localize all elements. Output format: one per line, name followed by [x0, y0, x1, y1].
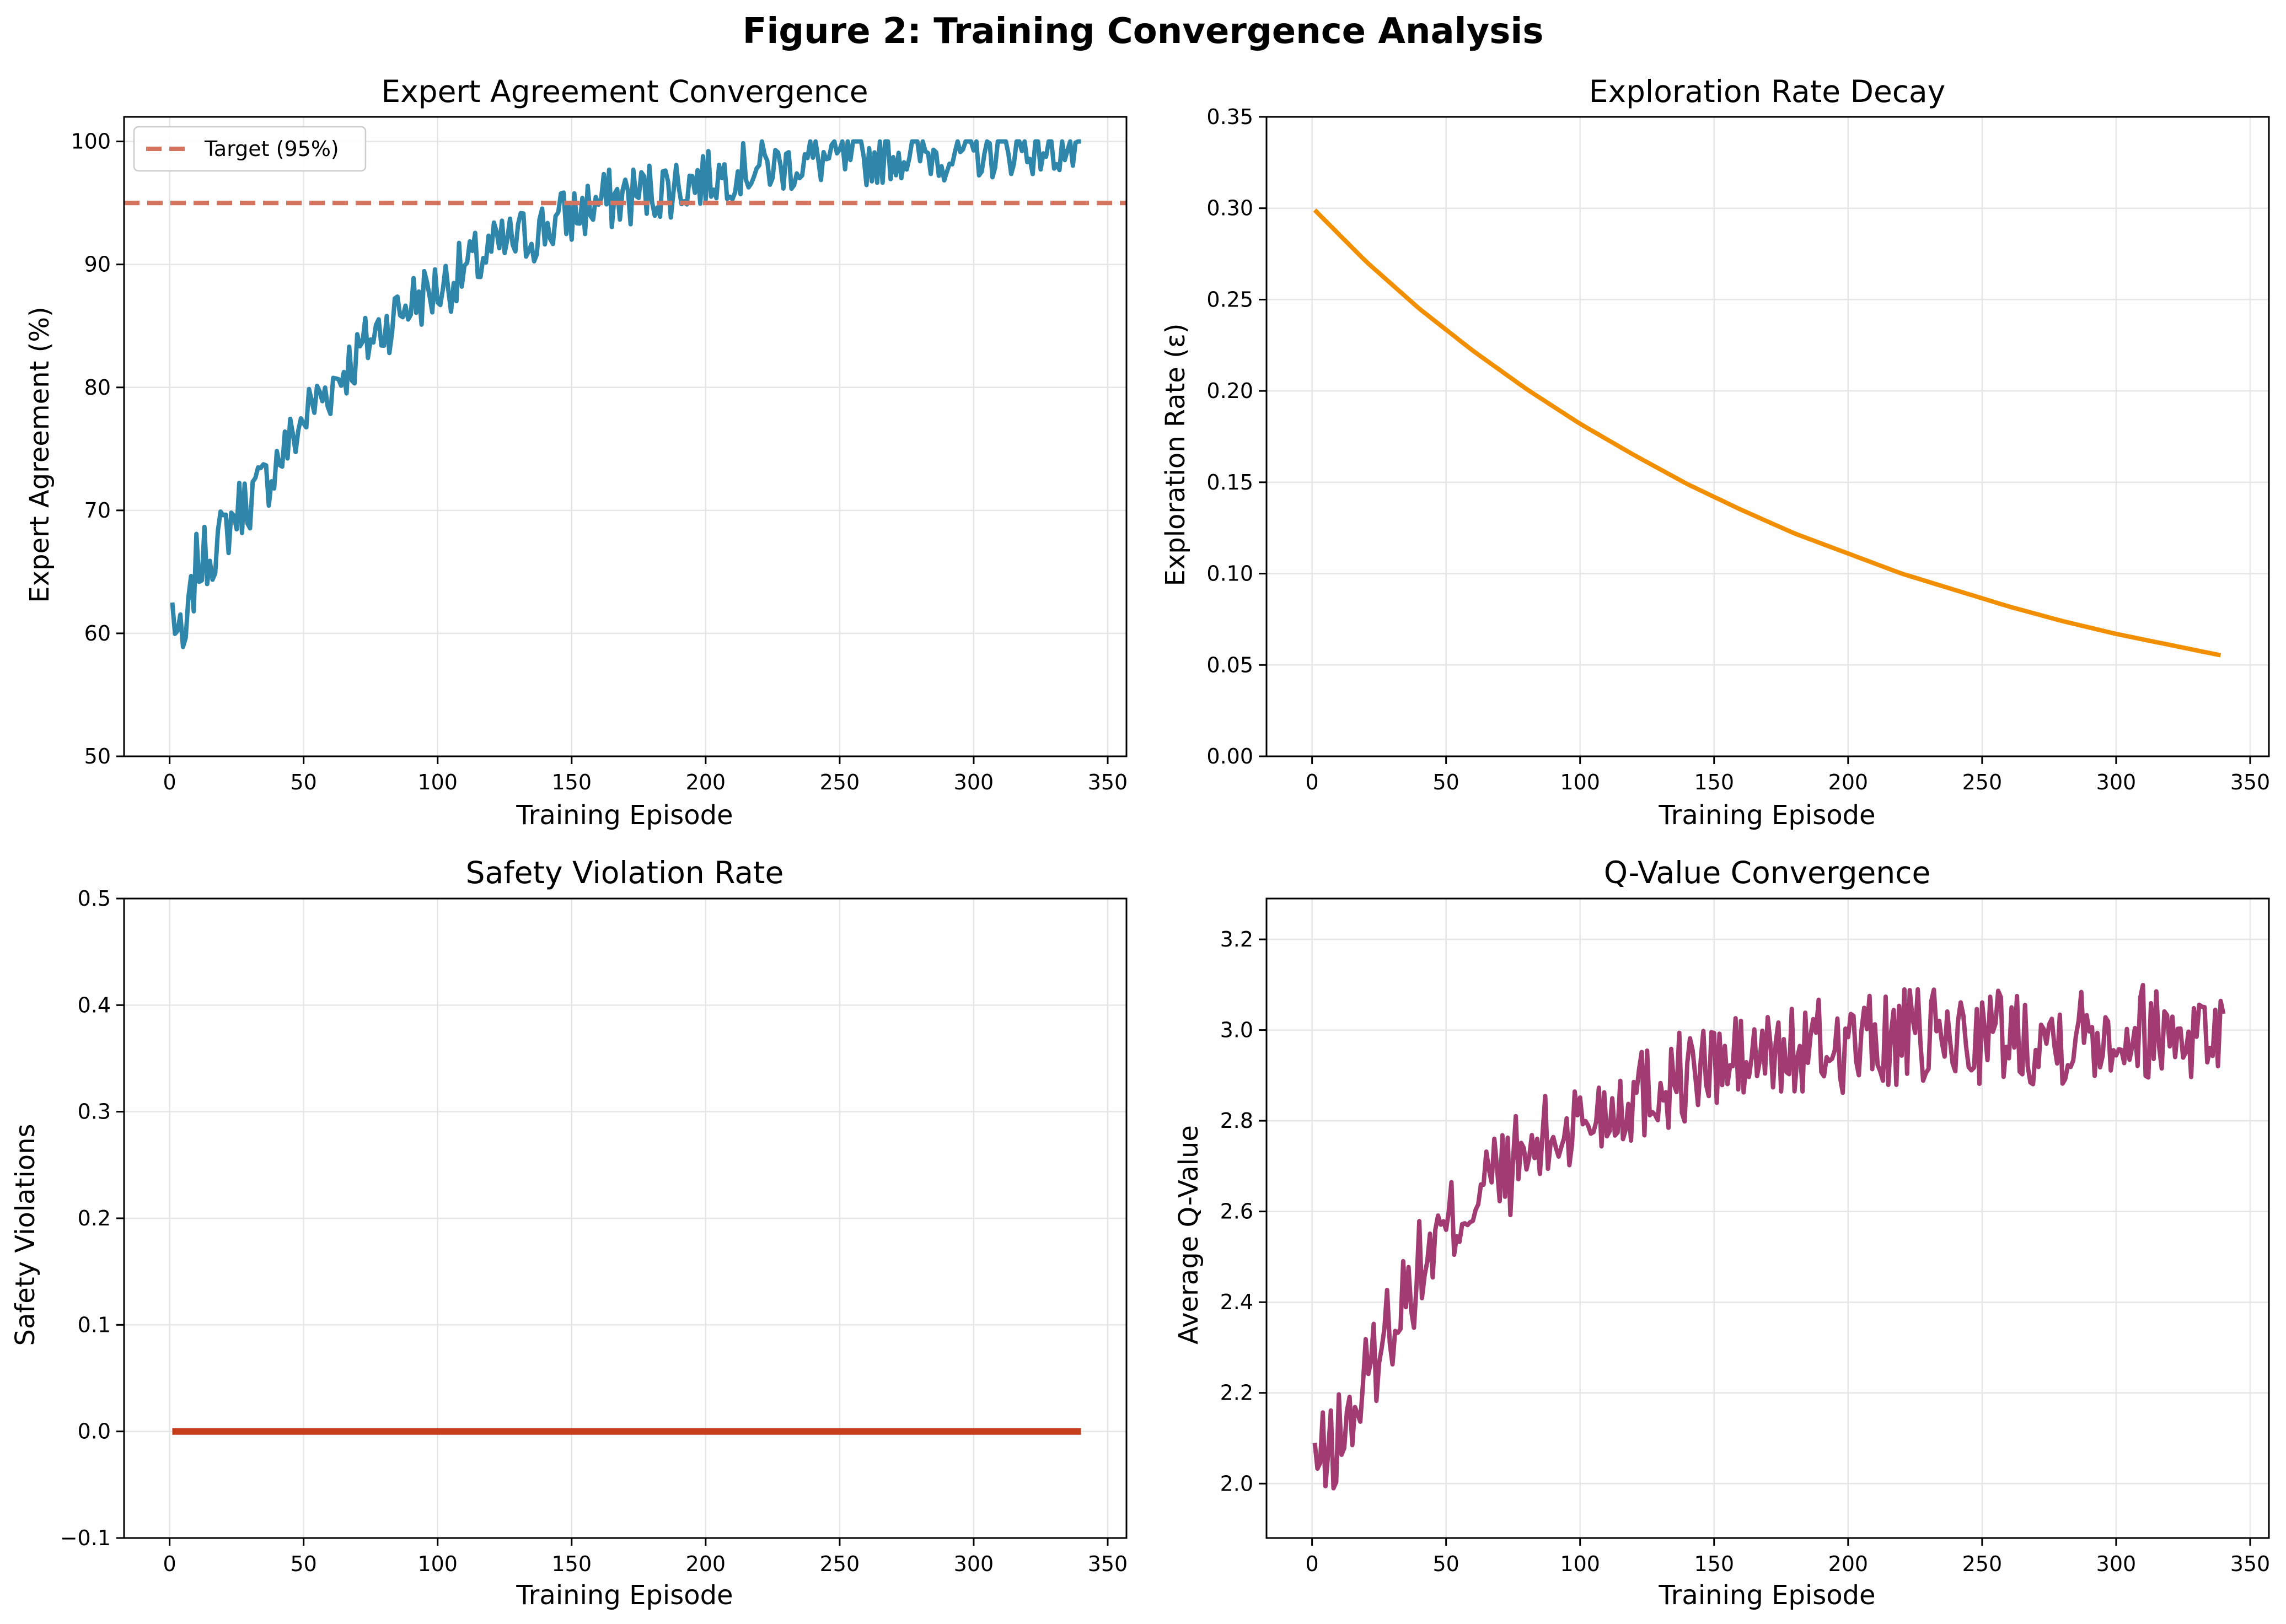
y-tick-label: 0.1 — [78, 1313, 111, 1337]
x-tick-label: 200 — [686, 770, 726, 794]
x-axis-label: Training Episode — [1658, 1580, 1875, 1611]
y-axis-label: Safety Violations — [10, 1124, 41, 1346]
x-tick-label: 350 — [2230, 1552, 2271, 1576]
panel-title: Q-Value Convergence — [1604, 855, 1931, 890]
y-tick-label: 2.6 — [1220, 1200, 1253, 1224]
y-tick-label: 0.4 — [78, 993, 111, 1017]
x-tick-label: 50 — [1433, 770, 1459, 794]
x-tick-label: 50 — [1433, 1552, 1459, 1576]
y-tick-label: 0.2 — [78, 1206, 111, 1230]
panel-q-value: Q-Value Convergence Training Episode Ave… — [1173, 855, 2270, 1611]
x-tick-label: 300 — [2096, 770, 2137, 794]
x-tick-label: 150 — [552, 770, 592, 794]
series-line — [170, 139, 1081, 649]
legend-box — [133, 126, 367, 172]
x-tick-label: 0 — [163, 770, 176, 794]
x-tick-label: 0 — [1306, 770, 1319, 794]
x-axis-label: Training Episode — [516, 800, 733, 831]
panel-title: Expert Agreement Convergence — [381, 74, 868, 109]
x-tick-label: 100 — [1560, 770, 1600, 794]
y-axis-label: Exploration Rate (ε) — [1160, 324, 1191, 587]
x-tick-label: 100 — [1560, 1552, 1600, 1576]
x-tick-label: 100 — [417, 770, 458, 794]
y-tick-label: 3.2 — [1220, 927, 1253, 951]
x-tick-label: 350 — [1088, 1552, 1128, 1576]
y-tick-label: 0.10 — [1206, 562, 1253, 586]
x-tick-label: 200 — [686, 1552, 726, 1576]
x-tick-label: 300 — [954, 770, 994, 794]
x-tick-label: 300 — [2096, 1552, 2137, 1576]
axes-frame — [1265, 116, 2270, 757]
x-tick-label: 250 — [820, 770, 860, 794]
y-tick-label: 0.25 — [1206, 287, 1253, 311]
x-tick-label: 50 — [291, 770, 317, 794]
y-tick-label: 50 — [84, 744, 111, 768]
y-tick-label: 0.05 — [1206, 653, 1253, 677]
y-tick-label: 0.15 — [1206, 470, 1253, 494]
x-tick-label: 150 — [1694, 770, 1735, 794]
x-tick-label: 200 — [1828, 1552, 1869, 1576]
y-tick-label: 3.0 — [1220, 1018, 1253, 1042]
x-tick-label: 0 — [1306, 1552, 1319, 1576]
y-tick-label: 2.2 — [1220, 1381, 1253, 1405]
panel-safety-violations: Safety Violation Rate Training Episode S… — [10, 855, 1128, 1611]
y-tick-label: 0.00 — [1206, 744, 1253, 768]
axes-frame — [123, 116, 1128, 757]
y-axis-label: Average Q-Value — [1173, 1125, 1204, 1345]
plot-area-q-value: 0 50 100 150 200 250 300 350 2.0 2.2 2.4 2.6 2.8 3.0 3… — [1220, 897, 2271, 1576]
x-tick-label: 150 — [552, 1552, 592, 1576]
x-tick-label: 200 — [1828, 770, 1869, 794]
y-tick-label: 0.0 — [78, 1419, 111, 1444]
y-axis-label: Expert Agreement (%) — [24, 306, 55, 603]
x-tick-label: 250 — [1962, 1552, 2003, 1576]
series-line — [1313, 208, 2221, 658]
y-tick-label: 0.20 — [1206, 379, 1253, 403]
y-tick-label: 0.30 — [1206, 196, 1253, 221]
y-tick-label: 100 — [71, 130, 111, 154]
x-tick-label: 150 — [1694, 1552, 1735, 1576]
series-line — [1312, 983, 2226, 1491]
y-tick-label: −0.1 — [60, 1526, 111, 1550]
x-axis-label: Training Episode — [516, 1580, 733, 1611]
plot-area-exploration: 0 50 100 150 200 250 300 350 0.00 0.05 0.10 0.15 0.2… — [1206, 105, 2270, 794]
panel-expert-agreement: Expert Agreement Convergence Training Ep… — [24, 74, 1128, 831]
x-axis-label: Training Episode — [1658, 800, 1875, 831]
x-tick-label: 250 — [820, 1552, 860, 1576]
y-tick-label: 0.35 — [1206, 105, 1253, 129]
plot-area-expert: 0 50 100 150 200 250 300 350 50 60 70 80 90 100 Target… — [71, 116, 1128, 794]
y-tick-label: 2.8 — [1220, 1109, 1253, 1133]
legend-label: Target (95%) — [204, 137, 339, 161]
y-tick-label: 70 — [84, 498, 111, 523]
plot-area-safety: 0 50 100 150 200 250 300 350 −0.1 0.0 0.1 0.2 0.3 0.4… — [60, 886, 1128, 1576]
panel-exploration-rate: Exploration Rate Decay Training Episode … — [1160, 74, 2270, 831]
figure-title: Figure 2: Training Convergence Analysis — [743, 11, 1544, 52]
x-tick-label: 350 — [2230, 770, 2271, 794]
panel-title: Exploration Rate Decay — [1589, 74, 1946, 109]
y-tick-label: 2.4 — [1220, 1290, 1253, 1314]
x-tick-label: 50 — [291, 1552, 317, 1576]
axes-frame — [1265, 897, 2270, 1539]
x-tick-label: 100 — [417, 1552, 458, 1576]
y-tick-label: 0.3 — [78, 1100, 111, 1124]
panel-title: Safety Violation Rate — [466, 855, 784, 890]
x-tick-label: 350 — [1088, 770, 1128, 794]
y-tick-label: 90 — [84, 252, 111, 277]
x-tick-label: 300 — [954, 1552, 994, 1576]
y-tick-label: 2.0 — [1220, 1471, 1253, 1496]
y-tick-label: 0.5 — [78, 886, 111, 911]
x-tick-label: 250 — [1962, 770, 2003, 794]
y-tick-label: 80 — [84, 375, 111, 400]
x-tick-label: 0 — [163, 1552, 176, 1576]
y-tick-label: 60 — [84, 621, 111, 646]
